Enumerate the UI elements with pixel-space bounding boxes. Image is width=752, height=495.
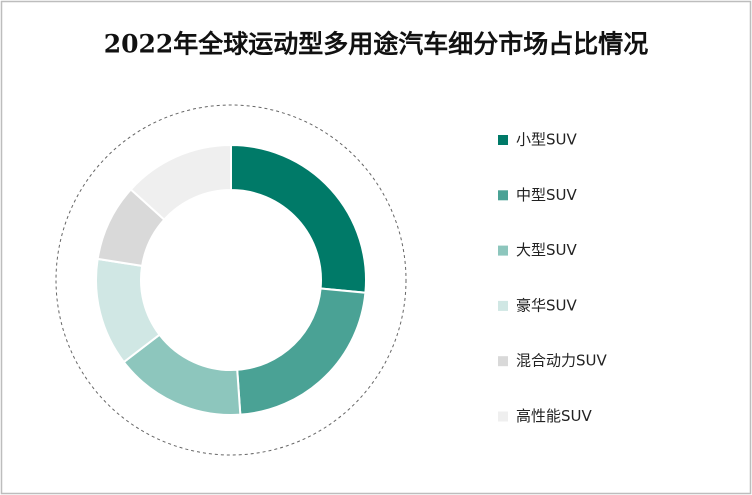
chart-title: 2022年全球运动型多用途汽车细分市场占比情况 — [104, 30, 649, 59]
legend-swatch — [498, 135, 508, 145]
dashed-ring — [55, 104, 407, 456]
legend-label: 小型SUV — [516, 131, 578, 149]
legend-label: 中型SUV — [516, 186, 578, 204]
legend-swatch — [498, 356, 508, 367]
legend-swatch — [498, 245, 508, 256]
legend-swatch — [498, 300, 508, 311]
donut-segment — [230, 143, 367, 294]
donut-segment — [129, 143, 232, 222]
legend-label: 高性能SUV — [516, 407, 593, 425]
legend-swatch — [498, 190, 508, 201]
legend-label: 大型SUV — [516, 241, 578, 259]
legend-label: 豪华SUV — [516, 296, 578, 314]
legend-label: 混合动力SUV — [516, 352, 608, 370]
legend-swatch — [498, 411, 508, 422]
